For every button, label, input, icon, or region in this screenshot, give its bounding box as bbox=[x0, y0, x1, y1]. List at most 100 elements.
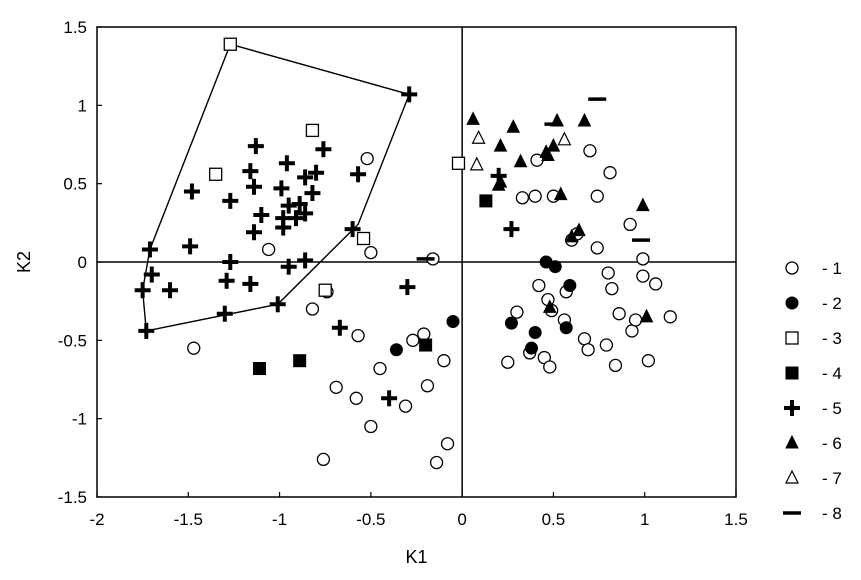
data-point bbox=[493, 137, 508, 152]
data-point bbox=[532, 278, 546, 293]
data-point bbox=[628, 313, 643, 327]
data-point bbox=[417, 327, 431, 341]
data-point bbox=[381, 390, 398, 407]
x-axis-title: K1 bbox=[405, 547, 427, 567]
data-point bbox=[246, 178, 263, 195]
data-point bbox=[223, 37, 237, 51]
data-point bbox=[479, 194, 493, 208]
data-point bbox=[278, 155, 295, 172]
data-point bbox=[247, 138, 264, 155]
data-point bbox=[252, 362, 266, 376]
data-point bbox=[329, 380, 343, 394]
data-point bbox=[469, 156, 484, 171]
data-point bbox=[636, 269, 650, 283]
data-point bbox=[639, 308, 654, 323]
data-point bbox=[222, 192, 239, 209]
data-point bbox=[572, 222, 586, 237]
data-point bbox=[344, 221, 361, 238]
data-point bbox=[525, 341, 539, 355]
data-point bbox=[451, 156, 466, 170]
data-point bbox=[293, 354, 307, 368]
legend-label: - 6 bbox=[822, 434, 842, 453]
data-point bbox=[429, 455, 444, 470]
data-point bbox=[141, 241, 158, 258]
series-5 bbox=[134, 86, 520, 407]
legend-item: - 3 bbox=[785, 329, 842, 348]
data-point bbox=[603, 166, 617, 180]
data-point bbox=[350, 166, 367, 183]
data-point bbox=[242, 163, 259, 180]
data-point bbox=[599, 338, 614, 352]
series-8 bbox=[416, 97, 651, 261]
legend-item: - 5 bbox=[784, 399, 842, 418]
data-point bbox=[316, 452, 331, 467]
data-point bbox=[641, 354, 656, 368]
data-point bbox=[291, 196, 308, 213]
data-point bbox=[590, 241, 604, 255]
y-tick-label: 1 bbox=[78, 96, 87, 115]
data-point bbox=[162, 282, 179, 299]
data-point bbox=[182, 238, 199, 255]
series-4 bbox=[252, 194, 493, 376]
x-tick-label: -1 bbox=[272, 510, 287, 529]
data-point bbox=[546, 137, 561, 152]
data-point bbox=[273, 180, 290, 197]
data-point bbox=[577, 112, 592, 127]
data-point bbox=[437, 354, 451, 368]
data-point bbox=[510, 305, 524, 319]
legend-marker bbox=[785, 469, 799, 484]
data-point bbox=[491, 177, 506, 191]
x-tick-label: 1.5 bbox=[724, 510, 748, 529]
data-point bbox=[515, 191, 530, 205]
data-point bbox=[401, 86, 418, 103]
y-axis-title: K2 bbox=[14, 251, 34, 273]
data-point bbox=[134, 282, 151, 299]
legend-label: - 1 bbox=[822, 259, 842, 278]
x-tick-label: -2 bbox=[89, 510, 104, 529]
data-point bbox=[528, 326, 542, 339]
data-point bbox=[581, 343, 595, 357]
data-point bbox=[318, 283, 332, 297]
data-point bbox=[187, 341, 201, 355]
y-tick-label: -1.5 bbox=[58, 488, 87, 507]
data-point bbox=[399, 279, 416, 296]
data-point bbox=[349, 391, 363, 405]
data-point bbox=[420, 379, 435, 393]
y-tick-label: 0.5 bbox=[63, 175, 87, 194]
legend-label: - 5 bbox=[822, 399, 842, 418]
data-point bbox=[440, 437, 455, 451]
data-point bbox=[218, 272, 235, 289]
legend-item: - 6 bbox=[785, 434, 842, 453]
data-point bbox=[559, 321, 573, 335]
data-point bbox=[623, 217, 637, 232]
data-point bbox=[216, 305, 233, 322]
y-tick-label: -1 bbox=[72, 410, 87, 429]
data-point bbox=[297, 169, 314, 186]
data-point bbox=[636, 252, 650, 266]
series-2 bbox=[389, 255, 577, 357]
data-point bbox=[513, 153, 528, 168]
series-1 bbox=[187, 144, 677, 470]
data-point bbox=[297, 252, 314, 269]
legend-marker bbox=[785, 296, 799, 310]
data-point bbox=[305, 302, 320, 316]
data-point bbox=[261, 242, 276, 257]
data-point bbox=[398, 399, 413, 413]
data-point bbox=[553, 186, 568, 201]
data-point bbox=[269, 296, 286, 313]
legend-item: - 8 bbox=[783, 504, 842, 523]
legend-marker bbox=[785, 366, 799, 380]
legend-marker bbox=[785, 434, 799, 449]
data-point bbox=[528, 189, 542, 203]
data-point bbox=[506, 119, 521, 133]
legend-item: - 1 bbox=[785, 259, 842, 278]
data-point bbox=[331, 319, 348, 336]
data-point bbox=[222, 254, 239, 270]
data-point bbox=[503, 221, 520, 238]
legend-label: - 8 bbox=[822, 504, 842, 523]
data-point bbox=[373, 361, 387, 376]
data-point bbox=[242, 275, 259, 292]
legend-item: - 2 bbox=[785, 294, 842, 313]
y-tick-label: 1.5 bbox=[63, 18, 87, 37]
